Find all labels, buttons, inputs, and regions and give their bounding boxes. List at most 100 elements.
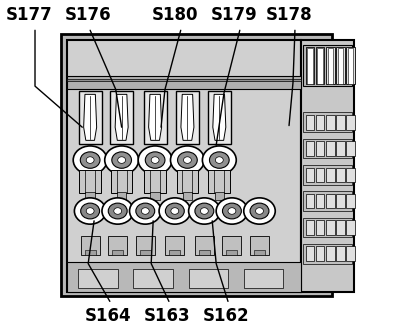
Bar (176, 91, 199, 144)
Bar (86, 192, 95, 200)
Bar (316, 168, 324, 182)
Bar (110, 91, 133, 144)
Bar (306, 247, 314, 261)
Bar (306, 168, 314, 182)
Circle shape (136, 203, 155, 219)
Text: S176: S176 (65, 7, 112, 24)
Circle shape (244, 198, 275, 224)
Circle shape (171, 208, 179, 214)
Text: S163: S163 (144, 307, 190, 324)
Bar (226, 250, 238, 255)
Bar (214, 192, 224, 200)
Bar (316, 141, 324, 156)
Bar (303, 191, 352, 211)
Bar (326, 247, 335, 261)
Bar (336, 194, 345, 208)
Bar (306, 115, 314, 129)
Bar (165, 236, 184, 255)
Bar (144, 170, 166, 193)
Bar (316, 115, 324, 129)
Circle shape (118, 157, 126, 163)
Bar (346, 141, 355, 156)
Bar (336, 115, 345, 129)
Circle shape (86, 157, 94, 163)
Circle shape (200, 208, 208, 214)
Bar (199, 250, 210, 255)
Bar (134, 269, 173, 288)
Circle shape (189, 198, 220, 224)
Bar (306, 141, 314, 156)
Circle shape (210, 152, 229, 168)
Circle shape (170, 146, 204, 174)
Bar (303, 244, 352, 264)
Circle shape (145, 152, 165, 168)
Bar (348, 48, 353, 83)
Bar (306, 220, 314, 235)
Circle shape (228, 208, 236, 214)
Bar (303, 217, 352, 237)
Bar (336, 141, 345, 156)
Bar (66, 76, 301, 89)
Bar (85, 250, 96, 255)
Bar (208, 170, 230, 193)
Bar (303, 165, 352, 185)
Circle shape (105, 146, 138, 174)
Bar (79, 91, 102, 144)
Circle shape (159, 198, 190, 224)
Bar (183, 192, 192, 200)
Bar (306, 194, 314, 208)
Circle shape (165, 203, 184, 219)
Bar (303, 45, 352, 86)
Bar (112, 250, 123, 255)
Circle shape (151, 157, 159, 163)
Bar (317, 48, 323, 83)
Bar (316, 194, 324, 208)
Circle shape (138, 146, 172, 174)
Text: S180: S180 (152, 7, 198, 24)
Circle shape (112, 152, 132, 168)
Bar (169, 250, 180, 255)
Text: S164: S164 (84, 307, 131, 324)
Circle shape (81, 203, 100, 219)
Polygon shape (115, 94, 128, 140)
Bar (307, 48, 313, 83)
Circle shape (215, 157, 223, 163)
Bar (254, 250, 265, 255)
Bar (316, 220, 324, 235)
Polygon shape (84, 94, 97, 140)
Bar (326, 194, 335, 208)
Bar (306, 47, 314, 84)
Bar (346, 220, 355, 235)
Polygon shape (213, 94, 226, 140)
Bar (326, 47, 335, 84)
Bar (346, 47, 355, 84)
Bar (66, 79, 301, 81)
Bar (66, 40, 301, 291)
Bar (61, 34, 332, 296)
Bar (176, 170, 198, 193)
Circle shape (102, 198, 134, 224)
Bar (144, 91, 166, 144)
Bar (244, 269, 283, 288)
Bar (250, 236, 269, 255)
Bar (301, 40, 354, 291)
Text: S179: S179 (210, 7, 257, 24)
Bar (66, 262, 301, 291)
Bar (303, 139, 352, 158)
Text: S178: S178 (266, 7, 312, 24)
Bar (336, 47, 345, 84)
Bar (150, 192, 160, 200)
Polygon shape (181, 94, 194, 140)
Bar (328, 48, 333, 83)
Circle shape (202, 146, 236, 174)
Circle shape (141, 208, 149, 214)
Bar (195, 236, 214, 255)
Circle shape (108, 203, 127, 219)
Bar (316, 247, 324, 261)
Bar (78, 269, 118, 288)
Bar (222, 236, 241, 255)
Bar (336, 168, 345, 182)
Bar (111, 170, 132, 193)
Bar (338, 48, 343, 83)
Circle shape (184, 157, 191, 163)
